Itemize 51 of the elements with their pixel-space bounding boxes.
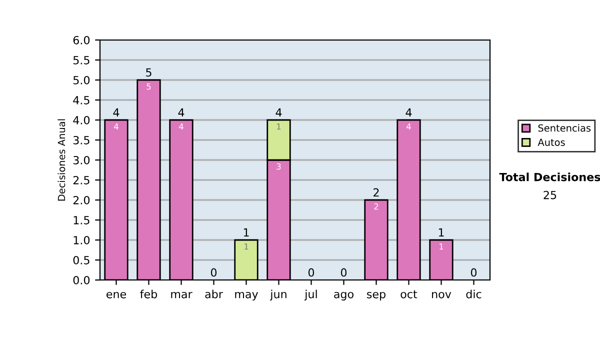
- total-label: 4: [178, 108, 184, 116]
- text: Total Decisiones: [499, 172, 600, 182]
- text: 0.5: [73, 256, 90, 264]
- x-tick-label: sep: [367, 292, 386, 300]
- total-label: 1: [244, 228, 249, 236]
- x-tick-label: mar: [171, 292, 192, 298]
- x-tick-label: may: [235, 292, 258, 300]
- x-tick-label: ago: [334, 292, 354, 300]
- data-label: 4: [114, 123, 118, 130]
- text: 3.5: [73, 136, 90, 144]
- total-label: 2: [374, 188, 379, 196]
- x-tick-label: ene: [106, 292, 126, 298]
- data-label: 1: [277, 123, 281, 130]
- x-tick-label: jun: [270, 290, 286, 300]
- text: 0: [210, 268, 217, 277]
- y-axis-title: Decisiones Anual: [58, 119, 66, 201]
- legend-label: Sentencias: [538, 124, 591, 132]
- text: 5.5: [73, 56, 90, 64]
- text: 6.0: [73, 36, 90, 44]
- total-label: 4: [276, 108, 282, 116]
- x-tick-label: abr: [205, 290, 223, 298]
- data-label: 1: [244, 243, 248, 250]
- x-tick-label: nov: [432, 292, 452, 298]
- text: 5.0: [73, 76, 90, 84]
- data-label: 2: [374, 203, 378, 210]
- text: 3.0: [73, 156, 90, 164]
- legend-label: Autos: [538, 138, 565, 146]
- x-tick-label: oct: [400, 290, 418, 298]
- text: 0: [308, 268, 314, 277]
- total-label: 4: [113, 108, 120, 116]
- text: 2.0: [73, 196, 90, 204]
- data-label: 5: [146, 83, 151, 90]
- text: 1.0: [74, 236, 90, 244]
- data-label: 1: [440, 243, 444, 250]
- x-tick-label: feb: [140, 290, 158, 298]
- text: 0: [340, 268, 347, 277]
- data-label: 4: [406, 123, 411, 130]
- x-tick-label: jul: [304, 290, 317, 300]
- data-label: 4: [179, 123, 184, 130]
- text: 25: [544, 190, 556, 200]
- total-label: 1: [438, 228, 444, 236]
- text: 0.0: [73, 276, 90, 284]
- x-tick-label: dic: [466, 290, 482, 298]
- text: 0: [470, 268, 477, 277]
- text: 2.5: [73, 176, 90, 184]
- total-label: 5: [146, 68, 152, 77]
- data-label: 3: [276, 163, 281, 170]
- text: 1.5: [74, 216, 90, 224]
- total-label: 4: [406, 108, 412, 116]
- text: 4.5: [73, 96, 90, 104]
- text: 4.0: [73, 116, 90, 124]
